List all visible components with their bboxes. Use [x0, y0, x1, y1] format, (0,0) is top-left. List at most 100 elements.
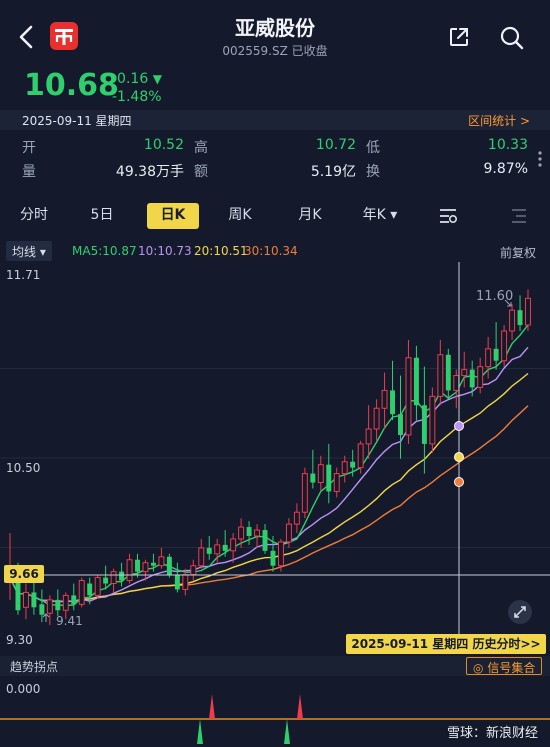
indicator-value: 0.000 — [6, 682, 41, 696]
stock-code: 002559.SZ 已收盘 — [222, 44, 328, 58]
candle-down — [469, 369, 475, 388]
tab-yearly-k[interactable]: 年K ▾ — [362, 207, 398, 223]
indicator-svg — [0, 694, 550, 744]
candle-up — [254, 529, 261, 537]
candle-up — [333, 473, 340, 492]
range-stats-link[interactable]: 区间统计 > — [468, 114, 530, 128]
signal-up-mark — [209, 694, 215, 719]
peak-arrow — [504, 299, 512, 307]
volume-label: 量 — [22, 164, 36, 180]
candle-down — [174, 574, 180, 590]
candle-down — [150, 562, 156, 566]
candle-down — [350, 461, 356, 468]
candle-down — [517, 310, 523, 326]
kline-svg — [0, 262, 550, 654]
candle-up — [501, 330, 508, 362]
tab-intraday[interactable]: 分时 — [20, 207, 48, 223]
high-value: 10.72 — [315, 137, 356, 153]
tab-5day[interactable]: 5日 — [90, 207, 114, 223]
crosshair-ma-dot — [454, 452, 464, 462]
history-intraday-link[interactable]: 2025-09-11 星期四 历史分时>> — [346, 634, 546, 654]
candle-down — [55, 599, 61, 611]
ma30-value: 30:10.34 — [244, 244, 298, 258]
candle-up — [182, 574, 189, 590]
candle-up — [78, 580, 85, 605]
signal-down-mark — [197, 719, 203, 744]
candle-up — [485, 348, 492, 368]
ma30-line — [9, 405, 529, 603]
candle-up — [158, 556, 165, 567]
high-label: 高 — [194, 140, 208, 156]
candle-up — [373, 407, 380, 430]
low-arrow — [42, 613, 50, 622]
back-icon[interactable] — [16, 24, 38, 50]
period-tabs: 分时 5日 日K 周K 月K 年K ▾ — [0, 203, 550, 229]
low-value: 10.33 — [487, 137, 528, 153]
signal-down-mark — [284, 719, 290, 744]
candle-up — [238, 526, 245, 540]
candle-up — [110, 571, 117, 585]
turnover-label: 换 — [366, 164, 380, 180]
candle-down — [206, 547, 212, 554]
candle-up — [126, 559, 133, 582]
chart-layout-icon[interactable] — [508, 207, 528, 225]
stock-logo — [50, 22, 78, 50]
candle-down — [31, 592, 37, 608]
candle-down — [166, 556, 172, 575]
candle-up — [198, 547, 205, 567]
indicator-bar: 趋势拐点 ◎ 信号集合 — [0, 656, 550, 676]
bell-icon: ◎ — [473, 661, 484, 675]
candle-up — [317, 464, 324, 484]
candle-down — [87, 583, 93, 596]
candle-up — [142, 562, 149, 573]
turnover-value: 9.87% — [483, 161, 528, 177]
crosshair-price-label: 9.66 — [4, 565, 44, 583]
crosshair-ma-dot — [454, 477, 464, 487]
candle-up — [94, 577, 101, 596]
candle-down — [103, 577, 109, 584]
candle-down — [493, 348, 499, 361]
candle-down — [262, 530, 268, 551]
tab-weekly-k[interactable]: 周K — [228, 207, 252, 223]
expand-icon — [514, 606, 526, 618]
candle-up — [365, 428, 372, 445]
candle-up — [357, 443, 364, 469]
expand-stats-icon[interactable] — [536, 150, 544, 168]
candle-down — [39, 604, 45, 615]
candle-up — [405, 357, 412, 436]
search-icon[interactable] — [499, 25, 525, 51]
stock-name: 亚威股份 — [235, 16, 315, 40]
chart-settings-icon[interactable] — [438, 207, 458, 225]
ma5-value: MA5:10.87 — [72, 244, 137, 258]
signal-collection-button[interactable]: ◎ 信号集合 — [466, 657, 543, 675]
candle-down — [270, 550, 276, 566]
candle-down — [390, 390, 395, 415]
signal-up-mark — [297, 694, 303, 719]
candle-up — [525, 297, 531, 326]
kline-chart[interactable]: 11.71 10.50 9.30 9.66 11.60 9.41 2025-09… — [0, 262, 550, 654]
candle-up — [214, 544, 221, 555]
quote-date: 2025-09-11 星期四 — [22, 114, 132, 128]
candle-down — [310, 473, 316, 483]
tab-monthly-k[interactable]: 月K — [298, 207, 322, 223]
peak-price-label: 11.60 — [476, 289, 514, 304]
fullscreen-button[interactable] — [508, 600, 532, 624]
candle-up — [453, 375, 460, 391]
ma20-line — [9, 372, 529, 603]
ma-selector[interactable]: 均线 ▾ — [6, 241, 52, 261]
candle-up — [381, 389, 388, 409]
price-change: -0.16 ▼ -1.48% — [112, 71, 162, 105]
candle-down — [71, 595, 77, 605]
tab-daily-k[interactable]: 日K — [147, 203, 199, 229]
crosshair-ma-dot — [454, 421, 464, 431]
adjust-mode[interactable]: 前复权 — [499, 246, 536, 260]
ma10-value: 10:10.73 — [138, 244, 192, 258]
candle-up — [437, 354, 444, 397]
y-axis-mid: 10.50 — [6, 461, 41, 475]
candle-down — [421, 405, 427, 444]
ma20-value: 20:10.51 — [194, 244, 248, 258]
candle-up — [293, 511, 300, 525]
share-icon[interactable] — [447, 25, 471, 49]
candle-up — [509, 309, 516, 332]
indicator-name[interactable]: 趋势拐点 — [10, 660, 59, 674]
